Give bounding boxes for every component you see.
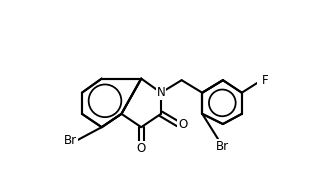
Text: O: O (137, 142, 146, 155)
Text: Br: Br (64, 134, 77, 147)
Text: Br: Br (216, 140, 230, 153)
Text: N: N (156, 86, 166, 99)
Text: F: F (261, 74, 268, 87)
Text: O: O (178, 117, 187, 130)
